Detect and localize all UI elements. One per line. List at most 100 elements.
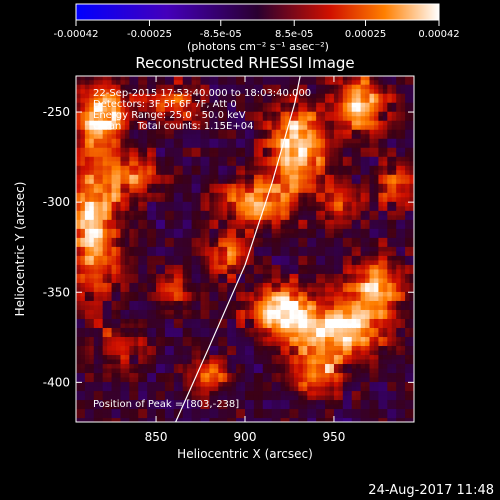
heatmap-cell <box>76 201 82 207</box>
heatmap-cell <box>111 214 117 220</box>
heatmap-cell <box>116 394 122 401</box>
heatmap-cell <box>76 372 82 378</box>
heatmap-cell <box>338 403 344 410</box>
heatmap-cell <box>191 133 197 139</box>
heatmap-cell <box>89 313 95 319</box>
heatmap-cell <box>320 183 326 189</box>
heatmap-cell <box>258 363 264 369</box>
heatmap-cell <box>93 129 99 135</box>
heatmap-cell <box>338 214 344 220</box>
heatmap-cell <box>227 372 233 378</box>
heatmap-cell <box>280 223 286 229</box>
heatmap-cell <box>147 327 153 333</box>
heatmap-cell <box>351 345 357 351</box>
heatmap-cell <box>302 390 308 396</box>
heatmap-cell <box>222 381 228 387</box>
heatmap-cell <box>262 295 268 301</box>
heatmap-cell <box>302 259 308 265</box>
heatmap-cell <box>356 331 362 338</box>
heatmap-cell <box>191 372 197 378</box>
heatmap-cell <box>89 390 95 396</box>
heatmap-cell <box>258 120 264 126</box>
heatmap-cell <box>333 214 339 220</box>
heatmap-cell <box>89 169 95 175</box>
heatmap-cell <box>227 255 233 261</box>
heatmap-cell <box>142 88 148 94</box>
heatmap-cell <box>204 169 211 175</box>
heatmap-cell <box>196 228 202 234</box>
heatmap-cell <box>267 88 273 94</box>
heatmap-cell <box>178 142 184 148</box>
heatmap-cell <box>156 304 162 310</box>
heatmap-cell <box>240 237 246 243</box>
heatmap-cell <box>258 313 264 319</box>
heatmap-cell <box>338 178 344 184</box>
heatmap-cell <box>93 178 99 184</box>
heatmap-cell <box>222 196 228 202</box>
heatmap-cell <box>222 160 228 166</box>
heatmap-cell <box>298 160 304 166</box>
heatmap-cell <box>76 318 82 324</box>
heatmap-cell <box>338 286 344 292</box>
heatmap-cell <box>160 178 166 184</box>
heatmap-cell <box>276 354 282 360</box>
heatmap-cell <box>151 147 157 153</box>
heatmap-cell <box>258 345 264 351</box>
heatmap-cell <box>76 327 82 333</box>
heatmap-cell <box>236 408 242 414</box>
heatmap-cell <box>320 354 326 360</box>
heatmap-cell <box>298 291 304 297</box>
heatmap-cell <box>102 318 108 324</box>
heatmap-cell <box>253 372 259 378</box>
heatmap-cell <box>124 160 130 166</box>
heatmap-cell <box>227 156 233 162</box>
heatmap-cell <box>262 286 268 292</box>
heatmap-cell <box>84 394 90 401</box>
heatmap-cell <box>124 250 130 256</box>
heatmap-cell <box>253 192 259 198</box>
heatmap-cell <box>200 318 206 324</box>
heatmap-cell <box>147 138 153 144</box>
heatmap-cell <box>338 129 344 135</box>
heatmap-cell <box>325 363 331 369</box>
heatmap-cell <box>147 201 153 207</box>
heatmap-cell <box>249 120 255 126</box>
heatmap-cell <box>333 237 339 243</box>
heatmap-cell <box>338 354 344 360</box>
heatmap-cell <box>342 232 348 238</box>
heatmap-cell <box>156 363 162 369</box>
heatmap-cell <box>160 241 166 247</box>
heatmap-cell <box>196 196 202 202</box>
heatmap-cell <box>222 192 228 198</box>
heatmap-cell <box>320 300 326 306</box>
heatmap-cell <box>156 408 162 414</box>
heatmap-cell <box>120 169 126 175</box>
heatmap-cell <box>124 372 130 378</box>
heatmap-cell <box>289 156 295 162</box>
heatmap-cell <box>164 295 170 301</box>
heatmap-cell <box>222 313 228 319</box>
heatmap-cell <box>111 201 117 207</box>
heatmap-cell <box>311 318 317 324</box>
heatmap-cell <box>160 273 166 279</box>
heatmap-cell <box>347 246 353 252</box>
heatmap-cell <box>307 412 313 419</box>
heatmap-cell <box>298 381 304 387</box>
heatmap-cell <box>302 282 308 288</box>
heatmap-cell <box>147 169 153 175</box>
heatmap-cell <box>204 115 211 121</box>
heatmap-cell <box>293 223 299 229</box>
heatmap-cell <box>111 223 117 229</box>
heatmap-cell <box>142 129 148 135</box>
heatmap-cell <box>98 138 104 144</box>
heatmap-cell <box>293 214 299 220</box>
heatmap-cell <box>133 228 139 234</box>
heatmap-cell <box>329 255 335 261</box>
heatmap-cell <box>124 376 130 383</box>
heatmap-cell <box>120 241 126 247</box>
heatmap-cell <box>356 385 362 392</box>
heatmap-cell <box>124 327 130 333</box>
heatmap-cell <box>147 322 153 328</box>
heatmap-cell <box>196 358 202 365</box>
heatmap-cell <box>293 282 299 288</box>
